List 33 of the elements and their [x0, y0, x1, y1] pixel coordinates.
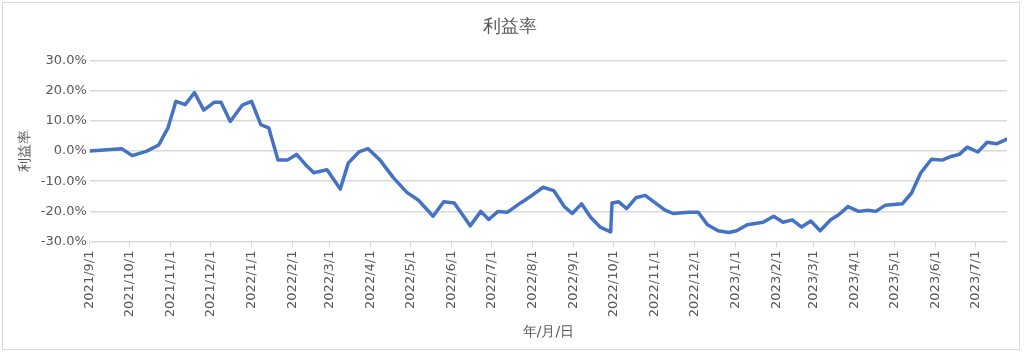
x-tick-label: 2022/1/1 — [242, 250, 258, 309]
y-tick-label: -30.0% — [40, 232, 87, 248]
x-tick-label: 2022/6/1 — [443, 250, 459, 309]
x-tick-label: 2023/4/1 — [845, 250, 861, 309]
x-tick-label: 2023/5/1 — [885, 250, 901, 309]
y-tick-label: 30.0% — [45, 51, 87, 67]
y-tick-label: 10.0% — [45, 112, 87, 128]
y-axis-title: 利益率 — [16, 130, 33, 173]
x-tick-label: 2023/6/1 — [926, 250, 942, 309]
x-tick-label: 2023/1/1 — [726, 250, 742, 309]
x-tick-label: 2022/5/1 — [401, 250, 417, 309]
y-tick-label: -20.0% — [40, 202, 87, 218]
chart-title: 利益率 — [483, 15, 537, 37]
x-tick-label: 2022/7/1 — [482, 250, 498, 309]
x-tick-label: 2022/8/1 — [523, 250, 539, 309]
x-tick-label: 2023/3/1 — [804, 250, 820, 309]
x-tick-label: 2023/2/1 — [767, 250, 783, 309]
x-axis-title: 年/月/日 — [522, 323, 575, 340]
x-tick-label: 2021/10/1 — [120, 250, 136, 318]
x-tick-label: 2022/10/1 — [604, 250, 620, 318]
y-tick-label: -10.0% — [40, 172, 87, 188]
x-tick-label: 2022/4/1 — [362, 250, 378, 309]
x-tick-label: 2023/7/1 — [966, 250, 982, 309]
y-tick-label: 20.0% — [45, 82, 87, 98]
x-tick-label: 2022/11/1 — [645, 250, 661, 318]
x-tick-label: 2021/12/1 — [201, 250, 217, 318]
x-tick-label: 2022/2/1 — [283, 250, 299, 309]
x-tick-label: 2022/3/1 — [321, 250, 337, 309]
x-tick-label: 2021/9/1 — [81, 250, 97, 309]
x-tick-label: 2021/11/1 — [162, 250, 178, 318]
y-tick-label: 0.0% — [53, 142, 87, 158]
x-tick-label: 2022/9/1 — [564, 250, 580, 309]
x-tick-label: 2022/12/1 — [685, 250, 701, 318]
